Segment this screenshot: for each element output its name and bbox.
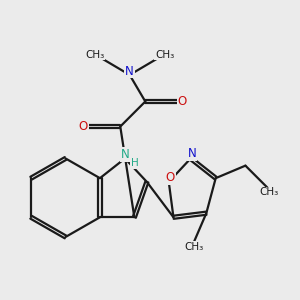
Text: N: N [121, 148, 129, 161]
Text: O: O [166, 171, 175, 184]
Text: CH₃: CH₃ [259, 187, 278, 197]
Text: CH₃: CH₃ [184, 242, 203, 252]
Text: CH₃: CH₃ [155, 50, 174, 60]
Text: CH₃: CH₃ [85, 50, 104, 60]
Text: N: N [188, 147, 197, 160]
Text: N: N [125, 65, 134, 78]
Text: O: O [79, 120, 88, 133]
Text: O: O [178, 95, 187, 108]
Text: H: H [131, 158, 139, 168]
